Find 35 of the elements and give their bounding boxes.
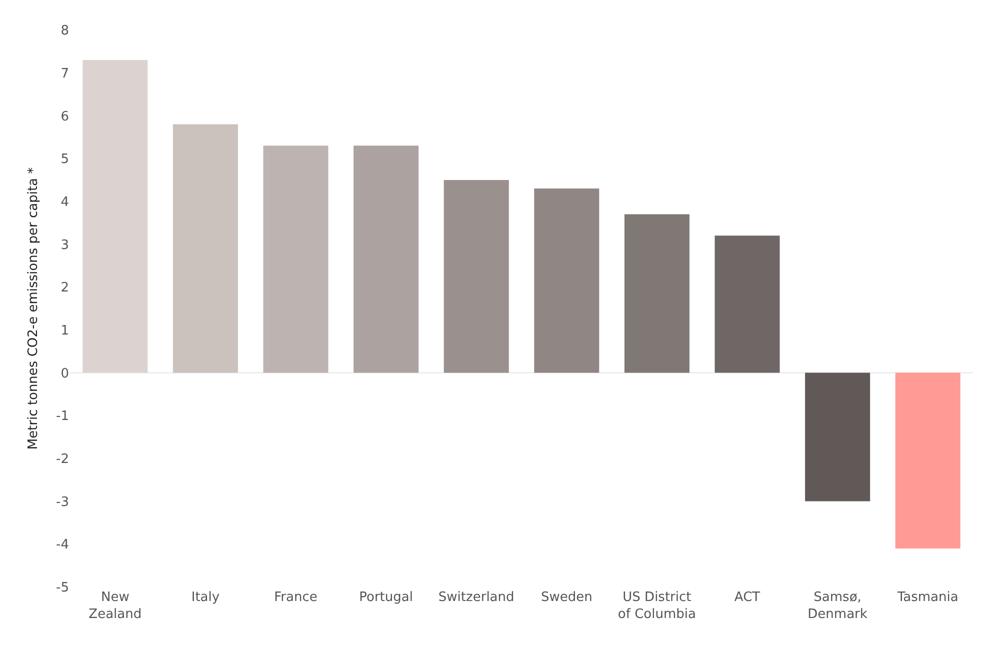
y-tick-label: 5 — [60, 152, 69, 168]
y-tick-label: 2 — [60, 280, 69, 296]
bar — [534, 188, 600, 373]
y-tick-label: 4 — [60, 194, 69, 210]
y-tick-label: 0 — [60, 366, 69, 382]
x-tick-label: Portugal — [359, 590, 413, 605]
y-tick-label: 8 — [60, 24, 69, 39]
x-tick-label: Samsø, Denmark — [808, 590, 868, 622]
x-tick-label: Switzerland — [438, 590, 514, 605]
x-tick-label: France — [274, 590, 318, 605]
x-tick-label: New Zealand — [88, 590, 142, 622]
x-tick-label: Italy — [191, 590, 220, 605]
bar — [714, 236, 780, 373]
bar — [172, 124, 238, 373]
bar — [263, 146, 328, 373]
x-tick-label: Sweden — [540, 590, 592, 605]
bar — [444, 180, 509, 373]
bar — [354, 146, 419, 373]
y-tick-label: -1 — [56, 409, 69, 424]
bar — [624, 214, 690, 373]
y-tick-label: 3 — [60, 238, 69, 253]
y-axis-title: Metric tonnes CO2-e emissions per capita * — [26, 166, 41, 450]
y-tick-label: 7 — [60, 66, 69, 82]
bar — [805, 372, 870, 502]
y-tick-label: -2 — [56, 452, 69, 468]
y-tick-label: -4 — [56, 538, 69, 553]
y-tick-label: 1 — [60, 323, 69, 338]
bar — [895, 372, 960, 548]
x-tick-label: Tasmania — [896, 590, 958, 605]
x-tick-label: US District of Columbia — [618, 590, 696, 622]
y-tick-label: 6 — [60, 109, 69, 124]
x-tick-label: ACT — [734, 590, 760, 605]
y-tick-label: -3 — [56, 494, 69, 510]
y-tick-label: -5 — [56, 580, 69, 596]
bar — [82, 60, 148, 373]
